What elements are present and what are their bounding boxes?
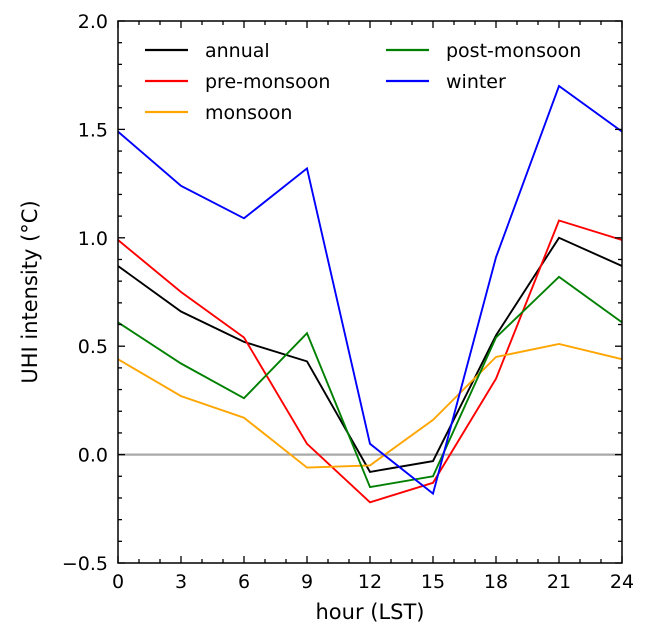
y-tick-label: 1.5 bbox=[78, 119, 108, 141]
legend-label-pre-monsoon: pre-monsoon bbox=[205, 71, 330, 93]
y-tick-label: 0.0 bbox=[78, 445, 108, 467]
x-tick-label: 18 bbox=[484, 571, 508, 593]
x-tick-label: 24 bbox=[610, 571, 634, 593]
series-line-pre-monsoon bbox=[117, 219, 623, 504]
ticks-layer: 0 3 6 9 12 15 18 21 24 −0.5 0.0 0.5 1.0 1.5 2.0 bbox=[62, 11, 634, 593]
y-tick-label: 0.5 bbox=[78, 336, 108, 358]
series-line-annual bbox=[117, 236, 623, 473]
legend-label-monsoon: monsoon bbox=[205, 102, 292, 124]
legend-label-post-monsoon: post-monsoon bbox=[446, 40, 581, 62]
legend-label-winter: winter bbox=[446, 71, 506, 93]
x-tick-label: 0 bbox=[112, 571, 124, 593]
y-axis-title: UHI intensity (°C) bbox=[18, 200, 42, 383]
x-tick-label: 21 bbox=[547, 571, 571, 593]
x-tick-label: 15 bbox=[421, 571, 445, 593]
series-layer bbox=[117, 84, 623, 504]
legend-label-annual: annual bbox=[205, 40, 270, 62]
y-tick-label: 2.0 bbox=[78, 11, 108, 33]
x-tick-label: 6 bbox=[238, 571, 250, 593]
y-tick-label: −0.5 bbox=[62, 553, 108, 575]
legend: annual pre-monsoon monsoon post-monsoon wint… bbox=[145, 40, 581, 124]
x-axis-title: hour (LST) bbox=[315, 600, 424, 624]
plot-frame bbox=[117, 20, 623, 564]
y-tick-label: 1.0 bbox=[78, 228, 108, 250]
series-line-post-monsoon bbox=[117, 275, 623, 489]
x-tick-label: 9 bbox=[301, 571, 313, 593]
series-line-monsoon bbox=[117, 343, 623, 469]
x-tick-label: 12 bbox=[358, 571, 382, 593]
x-tick-label: 3 bbox=[175, 571, 187, 593]
series-line-winter bbox=[117, 84, 623, 496]
